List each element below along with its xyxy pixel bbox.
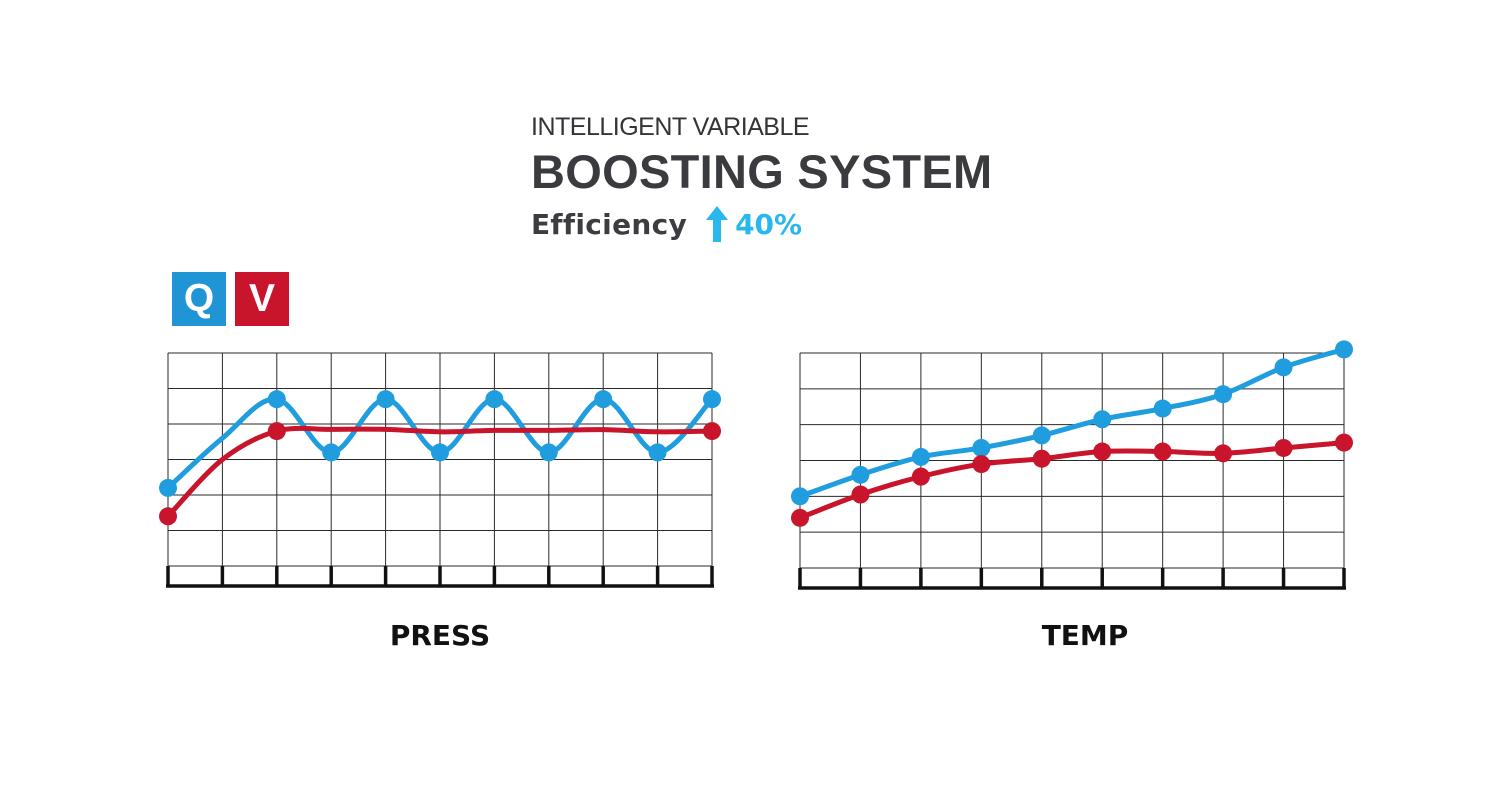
x-axis-title-press: PRESS xyxy=(390,619,490,652)
subtitle: INTELLIGENT VARIABLE xyxy=(531,113,810,141)
temp-point-v xyxy=(1274,438,1293,457)
temp-point-v xyxy=(1335,433,1353,452)
press-point-q xyxy=(703,390,721,409)
arrow-up-icon xyxy=(706,206,729,242)
header: INTELLIGENT VARIABLE BOOSTING SYSTEM Eff… xyxy=(531,112,993,244)
temp-point-q xyxy=(1214,385,1233,404)
temp-line-q xyxy=(797,346,1347,499)
temp-point-q xyxy=(851,465,870,484)
temp-point-q xyxy=(911,447,930,466)
x-axis-title-temp: TEMP xyxy=(1042,619,1129,652)
press-line-v xyxy=(165,425,715,519)
press-point-v xyxy=(159,507,177,526)
press-point-q xyxy=(594,390,613,409)
temp-point-q xyxy=(1093,410,1112,429)
efficiency-label: Efficiency xyxy=(531,207,688,241)
press-point-q xyxy=(485,390,504,409)
temp-point-v xyxy=(1032,449,1051,468)
press-point-q xyxy=(539,443,558,462)
legend: Q V xyxy=(172,272,289,326)
temp-point-v xyxy=(1214,444,1233,463)
press-point-q xyxy=(159,478,177,497)
temp-point-q xyxy=(1032,426,1051,445)
chart-temp xyxy=(791,340,1353,590)
press-point-v xyxy=(703,422,721,441)
temp-point-v xyxy=(791,508,809,527)
press-point-q xyxy=(376,390,395,409)
press-point-q xyxy=(431,443,449,462)
press-point-q xyxy=(648,443,667,462)
efficiency-value: 40% xyxy=(735,207,803,241)
press-point-v xyxy=(267,422,286,441)
temp-point-q xyxy=(791,487,809,506)
temp-point-v xyxy=(851,485,870,504)
temp-point-q xyxy=(1274,358,1293,377)
press-point-q xyxy=(322,443,341,462)
title: BOOSTING SYSTEM xyxy=(531,145,993,198)
arrow-up-shape xyxy=(706,206,729,242)
temp-point-q xyxy=(1153,399,1172,418)
temp-point-v xyxy=(1153,442,1172,461)
temp-point-q xyxy=(972,438,991,457)
chart-press xyxy=(159,352,721,588)
legend-v: V xyxy=(235,272,289,326)
efficiency-row: Efficiency 40% xyxy=(531,204,993,244)
temp-point-v xyxy=(911,467,930,486)
press-point-q xyxy=(267,390,286,409)
temp-point-q xyxy=(1335,340,1353,359)
temp-point-v xyxy=(972,455,991,474)
legend-q: Q xyxy=(172,272,226,326)
temp-point-v xyxy=(1093,442,1112,461)
temp-line-v xyxy=(797,440,1347,521)
